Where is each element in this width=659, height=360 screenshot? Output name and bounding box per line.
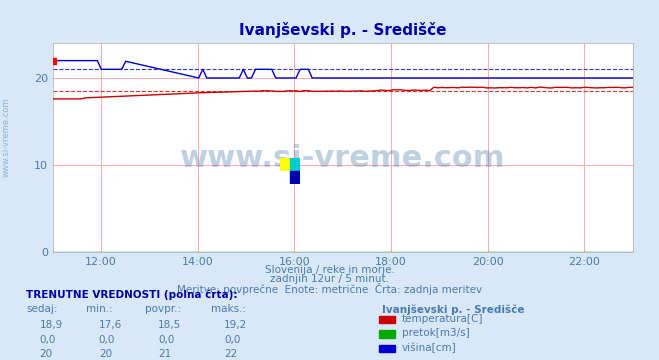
Text: www.si-vreme.com: www.si-vreme.com: [2, 97, 11, 176]
Text: 17,6: 17,6: [99, 320, 122, 330]
Text: Meritve: povprečne  Enote: metrične  Črta: zadnja meritev: Meritve: povprečne Enote: metrične Črta:…: [177, 283, 482, 294]
Title: Ivanjševski p. - Središče: Ivanjševski p. - Središče: [239, 22, 446, 38]
Text: 0,0: 0,0: [158, 335, 175, 345]
Bar: [290, 158, 300, 171]
Text: sedaj:: sedaj:: [26, 304, 58, 314]
Text: višina[cm]: višina[cm]: [402, 342, 457, 352]
Text: zadnjih 12ur / 5 minut.: zadnjih 12ur / 5 minut.: [270, 274, 389, 284]
Text: 0,0: 0,0: [40, 335, 56, 345]
Text: 18,9: 18,9: [40, 320, 63, 330]
Bar: [280, 158, 290, 171]
Bar: [290, 171, 300, 184]
Text: 19,2: 19,2: [224, 320, 247, 330]
Text: maks.:: maks.:: [211, 304, 246, 314]
Text: min.:: min.:: [86, 304, 113, 314]
Text: temperatura[C]: temperatura[C]: [402, 314, 484, 324]
Text: 18,5: 18,5: [158, 320, 181, 330]
Text: 21: 21: [158, 349, 171, 359]
Text: 20: 20: [40, 349, 53, 359]
Text: 20: 20: [99, 349, 112, 359]
Text: 22: 22: [224, 349, 237, 359]
Text: www.si-vreme.com: www.si-vreme.com: [180, 144, 505, 172]
Text: 0,0: 0,0: [224, 335, 241, 345]
Text: 0,0: 0,0: [99, 335, 115, 345]
Text: Ivanjševski p. - Središče: Ivanjševski p. - Središče: [382, 304, 525, 315]
Bar: [280, 171, 290, 184]
Text: TRENUTNE VREDNOSTI (polna črta):: TRENUTNE VREDNOSTI (polna črta):: [26, 290, 238, 300]
Text: povpr.:: povpr.:: [145, 304, 181, 314]
Text: Slovenija / reke in morje.: Slovenija / reke in morje.: [264, 265, 395, 275]
Text: pretok[m3/s]: pretok[m3/s]: [402, 328, 470, 338]
